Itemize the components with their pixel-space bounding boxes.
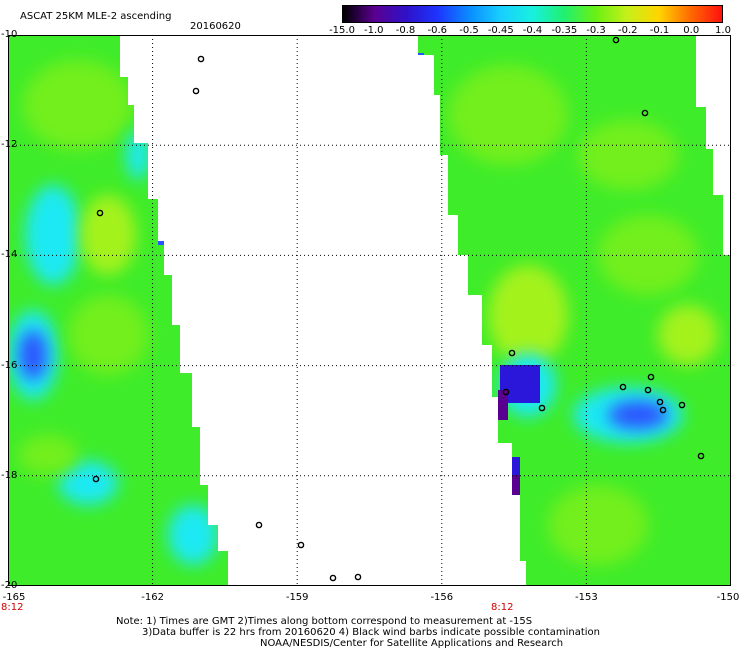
wind-field-patch xyxy=(578,120,678,190)
longitude-tick-label: -150 xyxy=(716,592,740,603)
wind-field-patch xyxy=(58,461,118,505)
island-outline xyxy=(92,475,100,483)
colorbar-gradient xyxy=(343,6,722,22)
island-outline xyxy=(619,383,627,391)
island-outline xyxy=(297,541,305,549)
colorbar-tick-label: -0.5 xyxy=(459,25,479,36)
colorbar-tick-label: -0.45 xyxy=(487,25,514,36)
wind-field-patch xyxy=(126,130,150,180)
colorbar-tick-label: -0.2 xyxy=(617,25,638,36)
swath-time-east: 8:12 xyxy=(491,602,514,613)
swath-east xyxy=(418,35,731,586)
wind-field-cell xyxy=(512,475,520,497)
latitude-tick-label: -18 xyxy=(1,469,18,481)
wind-field-cell xyxy=(498,390,508,420)
colorbar xyxy=(342,5,723,23)
wind-field-patch xyxy=(19,330,47,380)
swath-west xyxy=(8,35,228,586)
wind-field-patch xyxy=(658,305,718,365)
colorbar-tick-label: -0.35 xyxy=(551,25,578,36)
island-outline xyxy=(255,521,263,529)
wind-field-patch xyxy=(608,401,668,429)
island-outline xyxy=(641,109,649,117)
wind-field-patch xyxy=(488,265,568,365)
colorbar-tick-label: 1.0 xyxy=(715,25,731,36)
wind-field-patch xyxy=(548,485,648,565)
wind-field-patch xyxy=(25,185,81,285)
island-outline xyxy=(612,36,620,44)
note-line-1: Note: 1) Times are GMT 2)Times along bot… xyxy=(116,616,533,627)
latitude-tick-label: -12 xyxy=(1,139,18,151)
note-line-2: 3)Data buffer is 22 hrs from 20160620 4)… xyxy=(142,627,600,638)
island-outline xyxy=(197,55,205,63)
wind-field-cell xyxy=(418,53,424,63)
colorbar-tick-label: -0.8 xyxy=(395,25,416,36)
island-outline xyxy=(354,573,362,581)
latitude-tick-label: -16 xyxy=(1,359,18,371)
colorbar-tick-label: -1.0 xyxy=(363,25,384,36)
wind-map xyxy=(8,35,731,586)
longitude-tick-label: -156 xyxy=(430,592,454,603)
colorbar-tick-label: -0.1 xyxy=(649,25,670,36)
note-line-3: NOAA/NESDIS/Center for Satellite Applica… xyxy=(260,638,564,649)
colorbar-tick-label: -0.6 xyxy=(427,25,448,36)
wind-field-patch xyxy=(80,195,136,275)
wind-field-patch xyxy=(23,60,133,150)
lat-lon-grid xyxy=(8,35,731,586)
island-outlines xyxy=(92,36,705,582)
wind-field-patch xyxy=(168,505,218,565)
island-outline xyxy=(644,386,652,394)
latitude-tick-label: -10 xyxy=(1,29,18,40)
longitude-tick-label: -159 xyxy=(285,592,309,603)
longitude-tick-label: -153 xyxy=(575,592,598,603)
swath-time-west: 8:12 xyxy=(1,602,24,613)
longitude-tick-label: -165 xyxy=(2,592,26,603)
island-outline xyxy=(502,388,510,396)
island-outline xyxy=(678,401,686,409)
island-outline xyxy=(659,406,667,414)
colorbar-tick-label: -15.0 xyxy=(329,25,355,36)
map-date: 20160620 xyxy=(190,21,241,32)
latitude-tick-label: -14 xyxy=(1,249,18,261)
island-outline xyxy=(329,574,337,582)
map-title: ASCAT 25KM MLE-2 ascending xyxy=(20,11,172,22)
colorbar-tick-label: -0.3 xyxy=(586,25,606,36)
wind-field-patch xyxy=(18,435,78,475)
wind-field-patch xyxy=(68,295,148,375)
island-outline xyxy=(697,452,705,460)
wind-field-patch xyxy=(448,65,568,165)
map-frame xyxy=(8,35,731,586)
island-outline xyxy=(656,398,664,406)
island-outline xyxy=(508,349,516,357)
wind-field-cell xyxy=(158,235,166,245)
colorbar-tick-label: 0.0 xyxy=(683,25,700,36)
island-outline xyxy=(647,373,655,381)
island-outline xyxy=(96,209,104,217)
island-outline xyxy=(538,404,546,412)
latitude-tick-label: -20 xyxy=(1,580,18,591)
island-outline xyxy=(192,87,200,95)
longitude-tick-label: -162 xyxy=(141,592,164,603)
colorbar-tick-label: -0.4 xyxy=(522,25,543,36)
